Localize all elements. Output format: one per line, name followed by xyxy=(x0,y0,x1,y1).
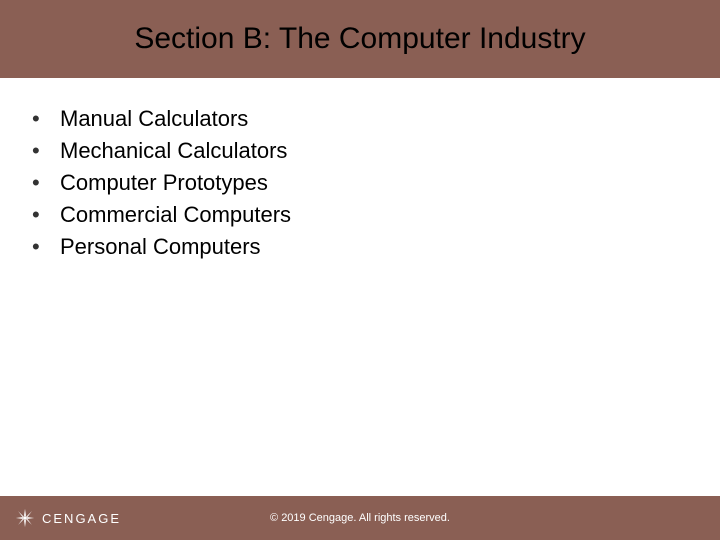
brand-logo: CENGAGE xyxy=(0,507,121,529)
bullet-marker: • xyxy=(28,202,60,228)
copyright-text: © 2019 Cengage. All rights reserved. xyxy=(270,512,450,524)
bullet-marker: • xyxy=(28,234,60,260)
brand-name: CENGAGE xyxy=(42,511,121,526)
content-area: • Manual Calculators • Mechanical Calcul… xyxy=(0,78,720,260)
footer-bar: CENGAGE © 2019 Cengage. All rights reser… xyxy=(0,496,720,540)
bullet-marker: • xyxy=(28,106,60,132)
list-item: • Computer Prototypes xyxy=(28,170,720,196)
bullet-text: Manual Calculators xyxy=(60,106,248,132)
list-item: • Commercial Computers xyxy=(28,202,720,228)
bullet-text: Personal Computers xyxy=(60,234,261,260)
bullet-text: Mechanical Calculators xyxy=(60,138,287,164)
list-item: • Mechanical Calculators xyxy=(28,138,720,164)
bullet-text: Computer Prototypes xyxy=(60,170,268,196)
bullet-text: Commercial Computers xyxy=(60,202,291,228)
bullet-marker: • xyxy=(28,170,60,196)
list-item: • Personal Computers xyxy=(28,234,720,260)
starburst-icon xyxy=(14,507,36,529)
title-bar: Section B: The Computer Industry xyxy=(0,0,720,78)
list-item: • Manual Calculators xyxy=(28,106,720,132)
slide-title: Section B: The Computer Industry xyxy=(134,22,585,56)
bullet-marker: • xyxy=(28,138,60,164)
